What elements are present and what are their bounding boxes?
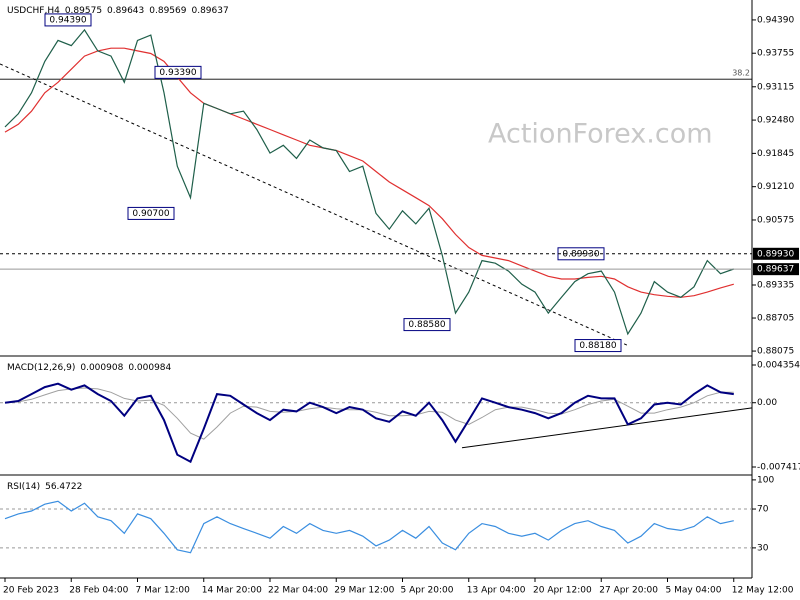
x-tick-label: 20 Apr 12:00 [533, 586, 592, 596]
level-box [154, 65, 202, 79]
x-tick-label: 22 Mar 04:00 [268, 586, 328, 596]
axis-highlight [753, 247, 799, 260]
level-box [44, 13, 92, 27]
y-tick-label: -0.007417 [757, 463, 800, 473]
panel-title: USDCHF,H4 0.89575 0.89643 0.89569 0.89637 [7, 6, 229, 16]
trendline [461, 407, 753, 449]
y-tick-label: 0.91845 [757, 149, 794, 159]
level-label: 0.94390 [49, 15, 86, 25]
reading: 0.89643 [107, 6, 144, 16]
x-tick-label: 5 May 04:00 [666, 586, 722, 596]
y-tick-label: 0.92480 [757, 116, 794, 126]
reading: 0.89637 [191, 6, 228, 16]
title-text: RSI(14) [7, 482, 40, 492]
level-label: 0.90700 [132, 209, 169, 219]
x-tick-label: 20 Feb 2023 [3, 586, 59, 596]
reading: 0.89575 [65, 6, 102, 16]
y-tick-label: 0.00 [757, 398, 777, 408]
y-tick-label: 0.94390 [757, 15, 794, 25]
x-tick-label: 14 Mar 20:00 [202, 586, 262, 596]
x-tick-label: 5 Apr 20:00 [401, 586, 454, 596]
watermark: ActionForex.com [488, 119, 713, 150]
panel-title: RSI(14) 56.4722 [7, 482, 82, 492]
trendline [0, 63, 629, 347]
y-tick-label: 0.89335 [757, 280, 794, 290]
y-tick-label: 0.91210 [757, 182, 794, 192]
y-tick-label: 0.93115 [757, 82, 794, 92]
axis-highlight [753, 263, 799, 276]
signal-line [4, 387, 734, 440]
level-label: 0.88580 [408, 320, 445, 330]
reading: 0.000984 [128, 363, 171, 373]
title-text: MACD(12,26,9) [7, 363, 75, 373]
y-tick-label: 70 [757, 505, 769, 515]
indicator-line [4, 500, 734, 554]
level-label: 0.93390 [159, 68, 196, 78]
x-tick-label: 28 Feb 04:00 [69, 586, 128, 596]
title-text: USDCHF,H4 [7, 6, 60, 16]
y-tick-label: 100 [757, 475, 774, 485]
level-box [127, 206, 175, 220]
reading: 56.4722 [45, 482, 82, 492]
fib-label: 38.2 [732, 69, 750, 78]
x-tick-label: 27 Apr 20:00 [599, 586, 658, 596]
x-tick-label: 7 Mar 12:00 [136, 586, 191, 596]
level-box [403, 318, 451, 332]
level-box [574, 339, 622, 353]
reading: 0.000908 [80, 363, 123, 373]
price-line [4, 28, 734, 336]
x-tick-label: 13 Apr 04:00 [467, 586, 526, 596]
panel-title: MACD(12,26,9) 0.000908 0.000984 [7, 363, 172, 373]
indicator-line [4, 382, 734, 464]
y-tick-label: 0.90575 [757, 215, 794, 225]
level-label: 0.89930 [562, 249, 599, 259]
moving-average [4, 47, 734, 298]
x-tick-label: 12 May 12:00 [732, 586, 794, 596]
y-tick-label: 0.004354 [757, 360, 800, 370]
y-tick-label: 30 [757, 543, 769, 553]
y-tick-label: 0.88075 [757, 347, 794, 357]
reading: 0.89569 [149, 6, 186, 16]
x-tick-label: 29 Mar 12:00 [334, 586, 394, 596]
y-tick-label: 0.93755 [757, 49, 794, 59]
y-tick-label: 0.88705 [757, 314, 794, 324]
axis-highlight-label: 0.89930 [757, 249, 794, 259]
level-label: 0.88180 [579, 341, 616, 351]
axis-highlight-label: 0.89637 [757, 265, 794, 275]
